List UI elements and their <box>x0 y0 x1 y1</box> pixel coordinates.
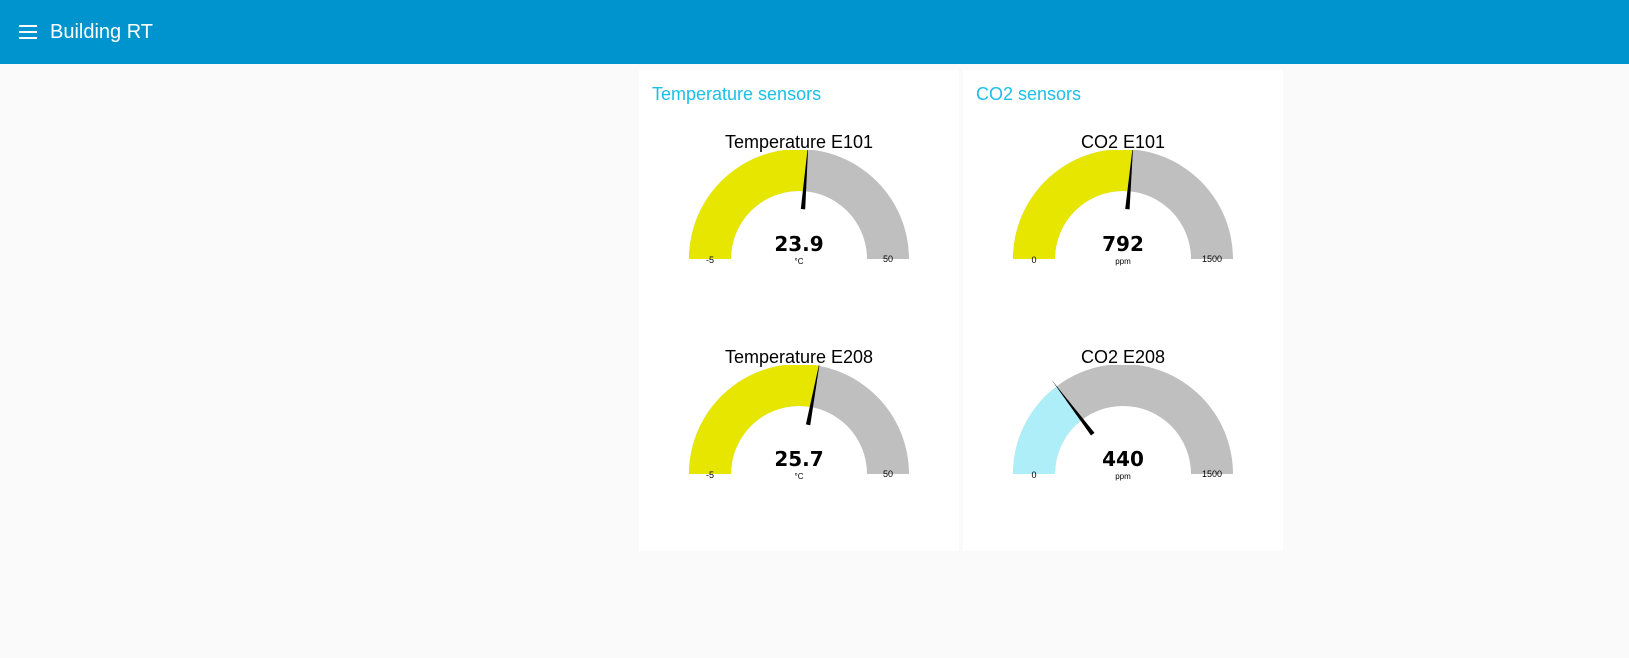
gauge-max-label: 50 <box>883 469 893 479</box>
gauge-value: 440 <box>1102 447 1144 471</box>
group-co2: CO2 sensors CO2 E101 792 ppm 0 1500 CO2 E20… <box>963 70 1283 551</box>
group-temperature: Temperature sensors Temperature E101 23.… <box>639 70 959 551</box>
gauge-svg: 23.9°C -5 50 <box>689 150 909 266</box>
gauge-needle <box>1051 380 1095 436</box>
group-title-temperature: Temperature sensors <box>652 84 822 104</box>
gauge-label: Temperature E101 <box>724 132 874 152</box>
gauge-label: Temperature E208 <box>724 347 874 367</box>
gauge-max-label: 50 <box>883 254 893 264</box>
gauge-fill <box>689 150 808 259</box>
gauge-temperature-e101: Temperature E101 23.9 °C -5 50 <box>639 70 959 270</box>
gauge-min-label: 0 <box>1031 255 1036 265</box>
gauge-min-label: 0 <box>1031 470 1036 480</box>
gauge-needle <box>1125 150 1133 210</box>
top-toolbar: Building RT <box>0 0 1629 64</box>
group-title-co2: CO2 sensors <box>976 84 1082 104</box>
gauge-min-label: -5 <box>706 255 714 265</box>
gauge-unit: ppm <box>1115 257 1131 266</box>
gauge-co2-e101: CO2 E101 792 ppm 0 1500 <box>963 70 1283 270</box>
gauge-fill <box>1013 150 1133 259</box>
gauge-temperature-e208: Temperature E208 25.7 °C -5 50 <box>639 285 959 485</box>
gauge-unit: °C <box>795 257 804 266</box>
gauge-unit: °C <box>795 472 804 481</box>
gauge-min-label: -5 <box>706 470 714 480</box>
gauge-label: CO2 E208 <box>1080 347 1166 367</box>
gauge-unit: ppm <box>1115 472 1131 481</box>
gauge-fill <box>689 365 819 474</box>
menu-icon[interactable] <box>16 20 40 44</box>
gauge-value: 792 <box>1102 232 1144 256</box>
gauge-label: CO2 E101 <box>1080 132 1166 152</box>
gauge-co2-e208: CO2 E208 440 ppm 0 1500 <box>963 285 1283 485</box>
gauge-track <box>1013 365 1233 474</box>
gauge-value: 23.9 <box>774 232 823 256</box>
gauge-max-label: 1500 <box>1202 469 1222 479</box>
gauge-svg: 25.7°C -5 50 <box>689 365 909 481</box>
gauge-needle <box>805 365 820 426</box>
gauge-max-label: 1500 <box>1202 254 1222 264</box>
gauge-fill <box>1013 386 1082 474</box>
gauge-needle <box>800 150 809 210</box>
gauge-value: 25.7 <box>774 447 823 471</box>
app-title: Building RT <box>50 20 154 43</box>
